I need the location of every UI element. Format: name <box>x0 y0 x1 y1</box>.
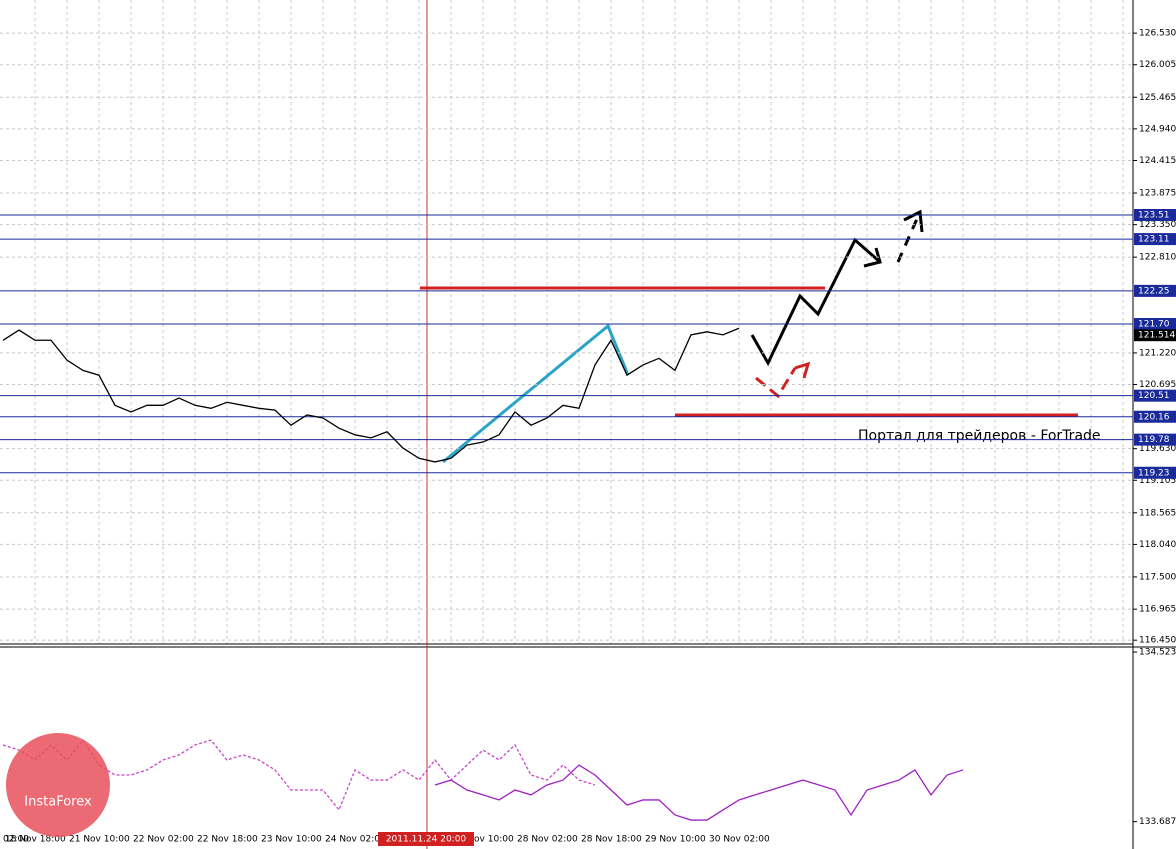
x-tick-label: 22 Nov 02:00 <box>133 835 194 845</box>
logo-badge <box>6 733 110 837</box>
x-tick-label: 23 Nov 10:00 <box>261 835 322 845</box>
x-tick-label: 28 Nov 02:00 <box>517 835 578 845</box>
x-tick-label: 02:00 <box>3 835 29 845</box>
x-tick-label: 22 Nov 18:00 <box>197 835 258 845</box>
y-tick-label: 126.005 <box>1139 60 1176 70</box>
series-line <box>2 327 740 463</box>
level-label-box <box>1134 209 1176 221</box>
series-line <box>434 764 964 821</box>
y-tick-label: 119.630 <box>1139 444 1176 454</box>
x-tick-label: 18 Nov 18:00 <box>5 835 66 845</box>
logo: InstaForex <box>6 733 110 837</box>
level-label-box <box>1134 389 1176 402</box>
y-tick-label: 119.105 <box>1139 476 1176 486</box>
y-tick-label: 118.565 <box>1139 508 1176 518</box>
y-tick-label: 117.500 <box>1139 572 1176 582</box>
watermark: Портал для трейдеров - ForTrade <box>858 428 1101 444</box>
x-tick-label: 30 Nov 02:00 <box>709 835 770 845</box>
level-label: 120.51 <box>1138 391 1170 401</box>
y-tick-label: 120.695 <box>1139 380 1176 390</box>
y-tick-label: 118.040 <box>1139 540 1176 550</box>
wave-line <box>517 323 630 402</box>
level-label-box <box>1134 284 1176 297</box>
level-label: 123.11 <box>1138 235 1170 245</box>
current-price-box <box>1134 329 1176 342</box>
y-tick-label: 116.450 <box>1139 636 1176 646</box>
y-tick-label: 125.465 <box>1139 93 1176 103</box>
x-tick-label: 28 Nov 18:00 <box>581 835 642 845</box>
y-tick-label: 123.875 <box>1139 189 1176 199</box>
level-label: 123.51 <box>1138 211 1170 221</box>
level-label: 119.23 <box>1138 468 1170 478</box>
wave-line <box>442 398 519 464</box>
y-tick-label: 126.530 <box>1139 29 1176 39</box>
forecast-arrow <box>750 237 881 367</box>
y-tick-label: 121.220 <box>1139 348 1176 358</box>
level-label-box <box>1134 433 1176 446</box>
forecast-arrowhead <box>903 209 924 233</box>
y-tick-label: 124.415 <box>1139 156 1176 166</box>
level-label-box <box>1134 466 1176 479</box>
level-label: 122.25 <box>1138 286 1170 296</box>
level-label: 121.70 <box>1138 320 1170 330</box>
logo-text: InstaForex <box>24 795 92 810</box>
level-label: 119.78 <box>1138 435 1170 445</box>
x-tick-label: 29 Nov 10:00 <box>645 835 706 845</box>
x-tick-label: 21 Nov 10:00 <box>69 835 130 845</box>
x-tick-label: 25 Nov 10:00 <box>453 835 514 845</box>
current-price-label: 121.514 <box>1138 331 1175 341</box>
level-label-box <box>1134 410 1176 423</box>
alt-arrowhead <box>794 361 811 379</box>
y-tick-label: 123.350 <box>1139 220 1176 230</box>
cursor-label-box <box>378 832 474 846</box>
y-tick-label: 122.810 <box>1139 253 1176 263</box>
y-tick-label: 124.940 <box>1139 124 1176 134</box>
level-label-box <box>1134 318 1176 331</box>
level-label-box <box>1134 233 1176 246</box>
forecast-arrow <box>896 211 922 263</box>
y-tick-label: 116.965 <box>1139 605 1176 615</box>
forecast-arrowhead <box>863 247 882 268</box>
level-label: 120.16 <box>1138 412 1170 422</box>
cursor-label: 2011.11.24 20:00 <box>386 835 467 845</box>
y-tick-label: 133.687 <box>1139 817 1176 827</box>
x-tick-label: 24 Nov 02:00 <box>325 835 386 845</box>
y-tick-label: 134.523 <box>1139 648 1176 658</box>
